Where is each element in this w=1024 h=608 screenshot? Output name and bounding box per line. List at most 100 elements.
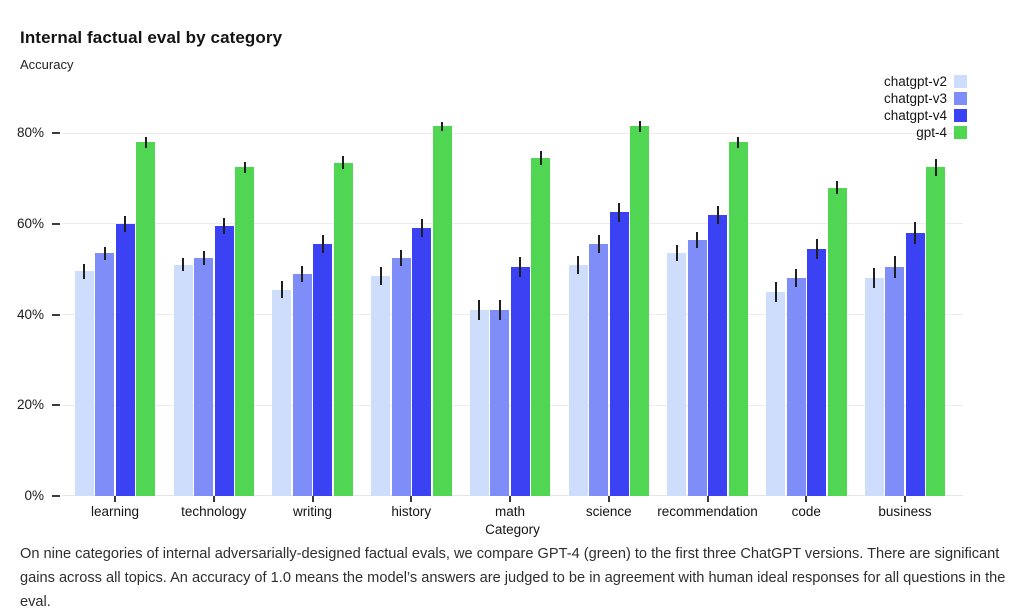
legend-label: gpt-4 [916,125,947,140]
bar-chatgpt-v2-learning [74,271,94,496]
bar-chatgpt-v4-history [412,228,431,496]
error-bar-chatgpt-v3-writing [301,265,304,282]
y-tick-mark [52,313,60,316]
bar-chatgpt-v3-math [490,310,510,496]
x-axis-title: Category [485,522,540,537]
x-tick-mark-recommendation [706,496,709,502]
error-bar-chatgpt-v3-learning [103,246,106,261]
bar-chatgpt-v4-learning [115,223,135,496]
bar-chatgpt-v2-writing [272,289,292,496]
bar-chatgpt-v2-recommendation [667,253,687,496]
bar-group-math [469,90,551,496]
error-bar-gpt-4-history [441,121,443,131]
bar-chatgpt-v3-learning [95,253,115,496]
legend-label: chatgpt-v3 [883,91,947,106]
error-bar-chatgpt-v4-business [914,221,917,245]
legend-label: chatgpt-v2 [883,74,947,89]
y-tick-label: 40% [16,306,44,322]
error-bar-chatgpt-v4-writing [321,235,324,254]
bar-chatgpt-v4-science [609,212,629,496]
category-label-science: science [585,504,632,519]
error-bar-chatgpt-v2-technology [182,258,184,271]
error-bar-gpt-4-math [539,151,542,165]
category-label-technology: technology [181,504,247,519]
error-bar-gpt-4-learning [144,136,147,148]
y-tick-mark [52,404,60,407]
y-tick-label: 80% [16,125,44,141]
bar-chatgpt-v3-writing [292,273,312,496]
bar-group-technology [173,90,254,496]
error-bar-chatgpt-v3-code [795,269,797,288]
error-bar-chatgpt-v3-technology [202,251,205,265]
error-bar-chatgpt-v4-recommendation [716,205,719,224]
bar-chatgpt-v3-history [391,257,411,496]
legend: chatgpt-v2 chatgpt-v3 chatgpt-v4 gpt-4 [884,73,967,141]
error-bar-chatgpt-v2-history [379,267,382,285]
error-bar-chatgpt-v2-code [774,281,777,302]
category-label-history: history [391,504,432,519]
bar-group-science [568,90,649,496]
category-label-learning: learning [90,504,140,519]
bar-gpt-4-business [926,167,946,496]
bar-gpt-4-code [827,187,847,496]
bar-chatgpt-v4-writing [313,244,333,496]
bar-group-code [766,90,847,496]
error-bar-chatgpt-v2-science [577,255,579,274]
error-bar-gpt-4-recommendation [737,136,740,148]
caption: On nine categories of internal adversari… [20,546,1006,608]
error-bar-chatgpt-v4-technology [223,217,225,235]
plot-area: 0% 20% 40% 60% 80% learning technology writing h… [17,90,963,519]
bar-chatgpt-v4-technology [214,226,234,496]
error-bar-chatgpt-v4-code [815,238,818,259]
legend-item-chatgpt-v4: chatgpt-v4 [884,107,967,124]
error-bar-gpt-4-business [934,158,937,176]
error-bar-gpt-4-technology [243,161,246,173]
bar-gpt-4-writing [333,162,353,496]
legend-swatch-icon [954,109,967,122]
x-tick-mark-science [607,496,610,502]
bar-chatgpt-v3-technology [194,257,213,496]
error-bar-chatgpt-v2-business [873,268,876,289]
bar-chatgpt-v2-code [766,291,785,496]
legend-swatch-icon [954,126,967,139]
bar-group-business [864,90,946,496]
bar-gpt-4-math [531,158,551,496]
error-bar-gpt-4-science [638,120,641,132]
category-label-writing: writing [292,504,332,519]
legend-item-chatgpt-v3: chatgpt-v3 [884,90,967,107]
error-bar-chatgpt-v3-recommendation [696,231,699,248]
y-axis-title: Accuracy [20,57,74,72]
error-bar-gpt-4-writing [342,155,345,170]
bar-chatgpt-v3-code [786,278,806,496]
legend-item-chatgpt-v2: chatgpt-v2 [884,73,967,90]
bar-chatgpt-v2-science [568,264,588,496]
y-tick-mark [52,495,60,497]
bar-gpt-4-history [432,126,452,496]
legend-swatch-icon [954,92,967,105]
bar-chatgpt-v2-technology [173,264,193,496]
y-tick-label: 20% [16,397,44,413]
bar-gpt-4-science [630,126,649,496]
bar-chatgpt-v3-recommendation [687,239,707,496]
x-tick-mark-history [410,496,413,502]
error-bar-chatgpt-v3-history [400,249,402,267]
error-bar-chatgpt-v2-recommendation [675,245,678,262]
error-bar-chatgpt-v2-math [478,299,481,321]
bar-gpt-4-learning [136,142,156,496]
category-label-recommendation: recommendation [657,504,758,519]
bar-chatgpt-v4-recommendation [708,214,728,496]
legend-item-gpt-4: gpt-4 [884,124,967,141]
x-tick-mark-business [904,496,906,502]
y-tick-mark [52,132,60,135]
bar-chatgpt-v3-business [885,266,905,496]
bar-chatgpt-v4-business [905,232,925,496]
x-tick-mark-writing [311,496,314,502]
bar-group-history [371,90,452,496]
bar-group-learning [74,90,156,496]
error-bar-chatgpt-v2-learning [83,263,86,280]
bar-chatgpt-v2-history [371,276,390,496]
error-bar-chatgpt-v3-math [498,300,501,320]
x-tick-mark-math [509,496,511,502]
gridline-80% [62,132,963,134]
